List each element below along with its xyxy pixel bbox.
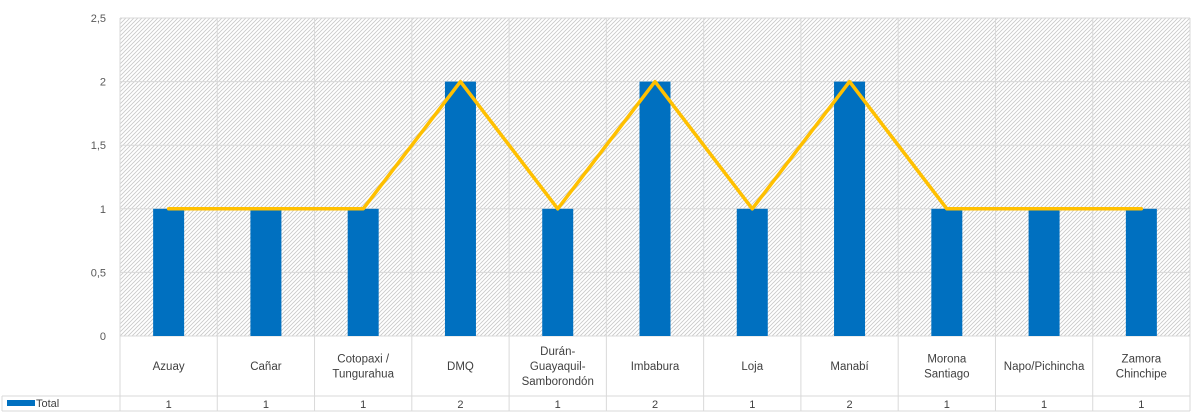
line-series	[166, 79, 1144, 211]
y-tick-label: 2,5	[91, 13, 106, 25]
table-value: 1	[555, 399, 561, 411]
x-tick-label: Morona Santiago	[924, 354, 969, 381]
legend-label-total: Total	[36, 398, 59, 410]
y-tick-label: 0	[100, 331, 106, 343]
table-value: 1	[166, 399, 172, 411]
x-tick-label: Loja	[741, 361, 763, 373]
bar	[834, 81, 866, 336]
bar-series	[153, 81, 1157, 336]
y-tick-label: 1	[100, 204, 106, 216]
table-value: 1	[749, 399, 755, 411]
bar	[736, 208, 768, 336]
bar	[250, 208, 282, 336]
x-tick-label: Durán-Guayaquil-Samborondón	[522, 346, 594, 388]
x-tick-label: Manabí	[830, 361, 869, 373]
bar	[1028, 208, 1060, 336]
y-tick-label: 2	[100, 77, 106, 89]
x-tick-label: Azuay	[153, 361, 185, 373]
y-tick-label: 0,5	[91, 267, 106, 279]
table-value: 1	[944, 399, 950, 411]
bar	[639, 81, 671, 336]
table-value: 1	[360, 399, 366, 411]
table-value: 2	[846, 399, 852, 411]
bar	[931, 208, 963, 336]
x-tick-label: Cañar	[250, 361, 281, 373]
x-tick-label: DMQ	[447, 361, 474, 373]
x-tick-label: Imbabura	[631, 361, 680, 373]
table-value: 2	[652, 399, 658, 411]
legend-key-total	[7, 400, 35, 406]
line-series-path	[166, 79, 1144, 211]
x-tick-label: Cotopaxi / Tungurahua	[332, 354, 394, 381]
bar	[444, 81, 476, 336]
bar	[1125, 208, 1157, 336]
data-table: Total 1 1 1 2 1 2 1 2 1 1 1	[7, 398, 1144, 411]
bar	[153, 208, 185, 336]
x-tick-label: Zamora Chinchipe	[1116, 354, 1167, 381]
y-axis: 0 0,5 1 1,5 2 2,5 Azuay Cañar Cotopaxi / Tungurah…	[91, 13, 1167, 388]
y-tick-label: 1,5	[91, 140, 106, 152]
x-tick-label: Napo/Pichincha	[1004, 361, 1085, 373]
bar	[347, 208, 379, 336]
table-value: 2	[457, 399, 463, 411]
table-value: 1	[263, 399, 269, 411]
table-value: 1	[1138, 399, 1144, 411]
table-value: 1	[1041, 399, 1047, 411]
bar	[542, 208, 574, 336]
